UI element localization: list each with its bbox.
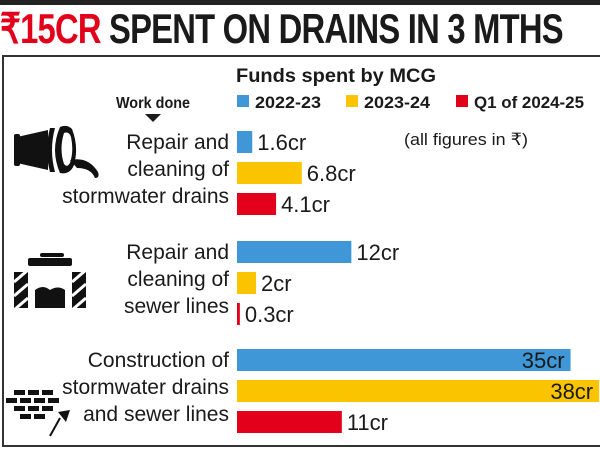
bar-2023-24 [237,162,302,184]
bar-value-label: 6.8cr [307,161,356,186]
category-label-line: Construction of [88,349,229,372]
units-note: (all figures in ₹) [404,130,528,149]
bar-q1-of-2024-25 [237,193,277,215]
legend-swatch [456,95,468,107]
headline-text: SPENT ON DRAINS IN 3 MTHS [109,5,564,52]
down-triangle-icon [145,114,161,122]
category-label-line: cleaning of [127,268,229,291]
bar-value-label: 35cr [522,348,565,373]
bar-value-label: 1.6cr [257,130,306,155]
bar-q1-of-2024-25 [237,411,342,433]
bar-value-label: 11cr [347,410,388,435]
category-labels: Repair and cleaning of stormwater drains Re… [62,131,229,426]
legend-swatch [237,95,249,107]
category-label-line: stormwater drains [62,185,229,208]
top-rule [0,0,600,5]
legend: 2022-23 2023-24 Q1 of 2024-25 [237,93,584,112]
bar-value-label: 38cr [550,379,593,404]
bar-2022-23 [237,349,571,371]
manhole-hatch [13,268,87,312]
category-label-line: sewer lines [124,295,229,318]
bar-q1-of-2024-25 [237,303,240,325]
category-label-line: cleaning of [127,158,229,181]
bar-value-label: 2cr [261,271,292,296]
bar-value-label: 4.1cr [281,192,330,217]
headline-amount: ₹15CR [0,5,101,52]
category-label-line: stormwater drains [62,376,229,399]
category-label-line: Repair and [126,131,229,154]
headline: ₹15CR SPENT ON DRAINS IN 3 MTHS [0,4,564,53]
bar-2022-23 [237,241,352,263]
bricks-trowel-icon [6,390,70,437]
chart-subtitle: Funds spent by MCG [236,66,436,87]
category-label-line: Repair and [126,241,229,264]
pipe-outflow-icon [14,125,99,178]
legend-label: 2022-23 [255,93,321,112]
category-label-line: and sewer lines [83,403,229,426]
bar-2023-24 [237,380,600,402]
legend-label: Q1 of 2024-25 [474,93,584,112]
legend-label: 2023-24 [364,93,431,112]
bar-value-label: 0.3cr [245,302,294,327]
chart-frame [2,55,600,447]
bar-2022-23 [237,131,253,153]
bar-2023-24 [237,272,257,294]
bar-value-label: 12cr [356,240,399,265]
legend-swatch [346,95,358,107]
category-header: Work done [116,95,190,112]
